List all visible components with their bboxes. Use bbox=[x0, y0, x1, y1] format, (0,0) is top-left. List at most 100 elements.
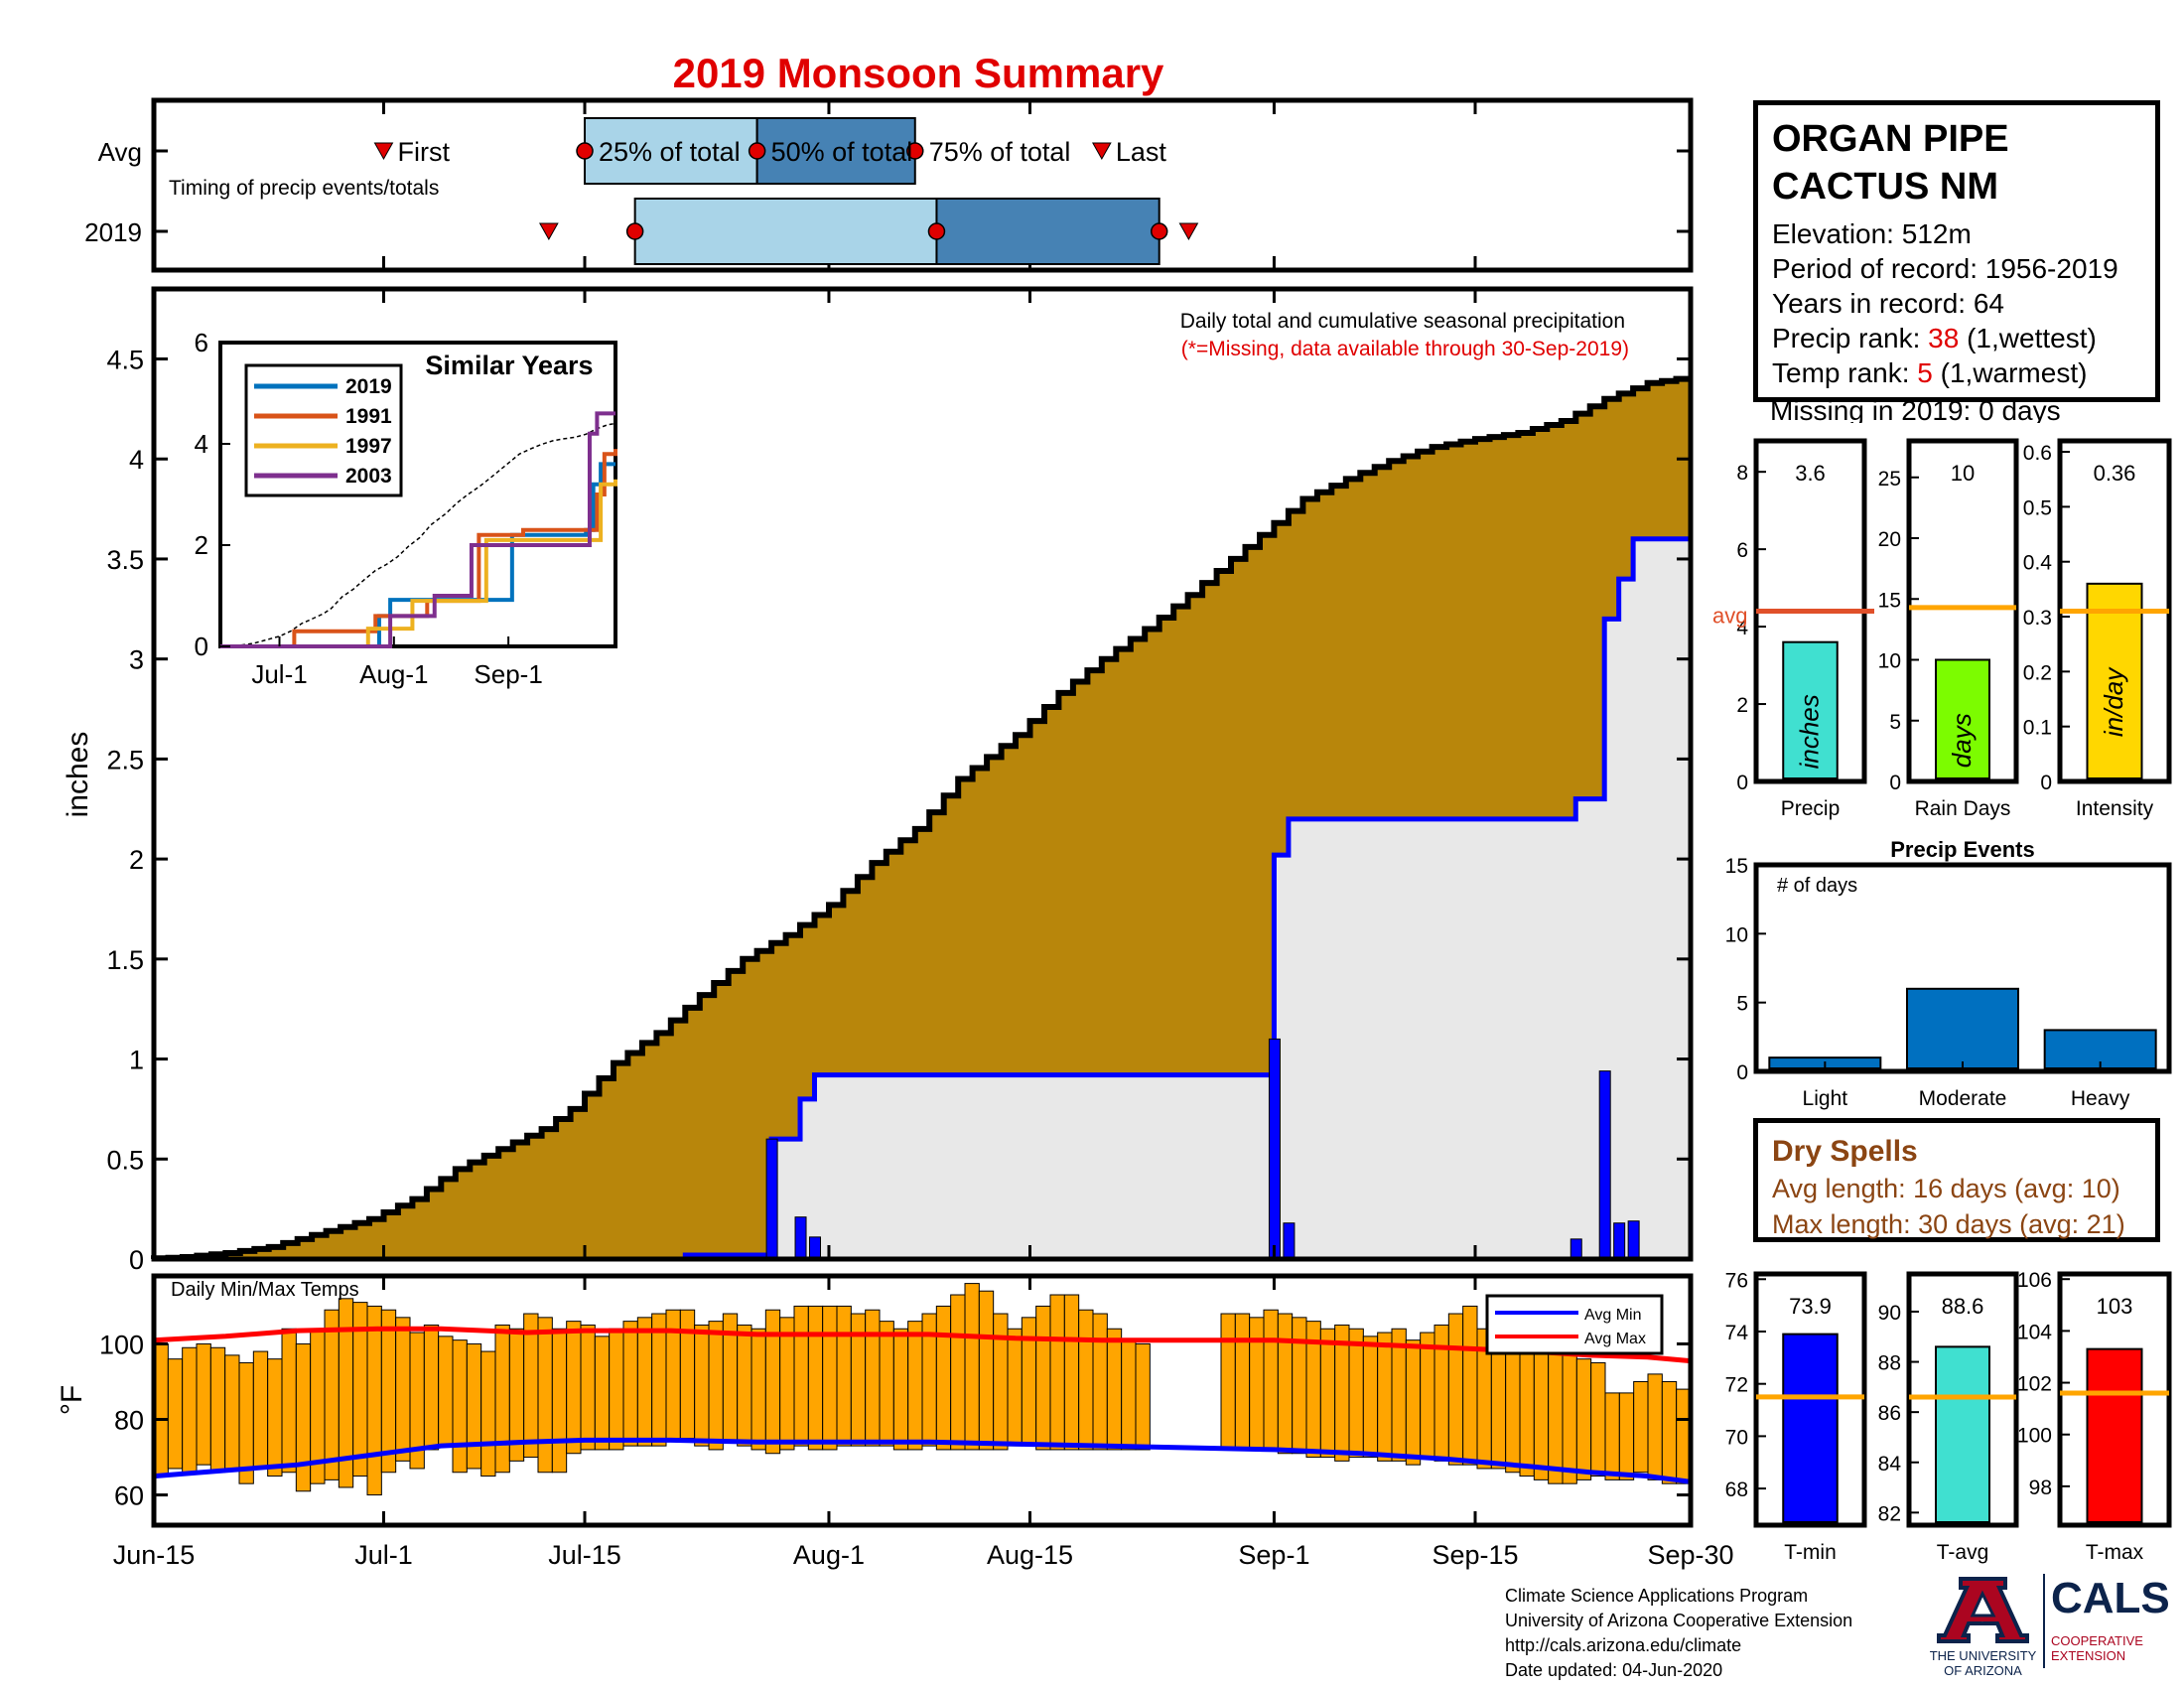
stat-ytick-label: 0.4 bbox=[2023, 552, 2053, 575]
cals-logo: CALS COOPERATIVE EXTENSION bbox=[2043, 1574, 2170, 1673]
timing-avg-50-marker bbox=[748, 142, 766, 160]
main-ylabel: inches bbox=[62, 732, 94, 818]
temp-bar bbox=[622, 1321, 638, 1447]
precip-rank-prefix: Precip rank: bbox=[1772, 323, 1929, 353]
dry-spells-box: Dry Spells Avg length: 16 days (avg: 10)… bbox=[1753, 1118, 2160, 1242]
temp-bar bbox=[950, 1294, 966, 1451]
stat-ytick-label: 0.6 bbox=[2023, 442, 2052, 465]
stat-ytick-label: 76 bbox=[1725, 1269, 1748, 1292]
stat-ytick-label: 68 bbox=[1725, 1478, 1748, 1501]
events-ytick-label: 0 bbox=[1736, 1061, 1748, 1084]
temp-bar bbox=[209, 1346, 226, 1474]
events-ytick-label: 5 bbox=[1736, 993, 1748, 1016]
timing-avg-first-marker bbox=[373, 142, 394, 161]
temp-rank-prefix: Temp rank: bbox=[1772, 357, 1918, 388]
daily-precip-bar bbox=[1627, 1220, 1640, 1260]
station-name: ORGAN PIPE CACTUS NM bbox=[1772, 115, 2141, 211]
temp-bar bbox=[993, 1313, 1009, 1451]
stat-ytick-label: 5 bbox=[1889, 711, 1901, 734]
stat-ytick-label: 0 bbox=[2040, 772, 2052, 794]
period-of-record: Period of record: 1956-2019 bbox=[1772, 253, 2118, 284]
main-ytick-label: 0 bbox=[129, 1245, 144, 1275]
temp-bar bbox=[1249, 1317, 1265, 1451]
inset-xtick-label: Aug-1 bbox=[359, 659, 428, 689]
timing-label-last: Last bbox=[1116, 137, 1167, 167]
main-ytick-label: 2 bbox=[129, 845, 144, 875]
stat-value-label: 3.6 bbox=[1795, 461, 1826, 486]
xtick-label: Aug-15 bbox=[987, 1540, 1073, 1570]
credits-line1: Climate Science Applications Program bbox=[1505, 1586, 1809, 1606]
temp-bar bbox=[423, 1324, 440, 1451]
credits-line4: Date updated: 04-Jun-2020 bbox=[1505, 1660, 1723, 1680]
temp-bar bbox=[1078, 1309, 1094, 1451]
events-bar-moderate bbox=[1906, 987, 2019, 1069]
stat-ytick-label: 10 bbox=[1878, 650, 1901, 673]
temp-bar bbox=[1234, 1313, 1251, 1451]
station-name-line2: CACTUS NM bbox=[1772, 166, 1998, 208]
temp-bar bbox=[523, 1313, 539, 1459]
timing-label-50: 50% of total bbox=[771, 137, 913, 167]
timing-2019-25-marker bbox=[625, 222, 644, 240]
stat-bar-unit-label: inches bbox=[1795, 694, 1825, 769]
timing-avg-25-marker bbox=[576, 142, 594, 160]
daily-precip-bar bbox=[1283, 1222, 1296, 1260]
stat-ytick-label: 86 bbox=[1878, 1402, 1901, 1425]
stat-xlabel: Intensity bbox=[2076, 797, 2154, 820]
inset-series-line-2019 bbox=[220, 462, 615, 648]
stat-ytick-label: 20 bbox=[1878, 528, 1901, 551]
stat-bar-unit-label: days bbox=[1947, 713, 1977, 768]
temp-bar bbox=[1405, 1339, 1422, 1466]
temp-bar bbox=[324, 1309, 340, 1480]
temp-ylabel: °F bbox=[56, 1385, 88, 1415]
inset-ytick-label: 6 bbox=[195, 328, 208, 357]
main-ytick-label: 3.5 bbox=[106, 545, 144, 575]
stat-ytick-label: 104 bbox=[2017, 1321, 2052, 1343]
events-ytick-label: 10 bbox=[1725, 923, 1748, 946]
daily-precip-bar bbox=[765, 1138, 778, 1260]
temp-bar bbox=[1319, 1328, 1336, 1459]
stat-ytick-label: 2 bbox=[1736, 694, 1748, 717]
temp-bar bbox=[395, 1317, 411, 1462]
timing-avg-box-50-75 bbox=[755, 117, 916, 185]
temp-bar bbox=[1604, 1392, 1620, 1480]
temp-ytick-label: 100 bbox=[99, 1330, 144, 1359]
stat-ytick-label: 25 bbox=[1878, 468, 1901, 491]
stat-ytick-label: 102 bbox=[2017, 1373, 2052, 1396]
temp-bar bbox=[1135, 1342, 1151, 1451]
daily-precip-bar bbox=[808, 1236, 821, 1260]
temp-rank-value: 5 bbox=[1917, 357, 1933, 388]
temp-bar bbox=[1661, 1380, 1678, 1484]
timing-label-75: 75% of total bbox=[929, 137, 1071, 167]
temp-bar bbox=[551, 1328, 568, 1474]
stat-ytick-label: 4 bbox=[1736, 617, 1748, 639]
avg-min-line bbox=[153, 1437, 1692, 1484]
daily-precip-bar bbox=[1598, 1070, 1611, 1260]
precip-events-panel: Light Moderate Heavy 0 5 10 15 Precip Events # o… bbox=[1725, 837, 2172, 1110]
inset-legend-label-1991: 1991 bbox=[345, 405, 392, 428]
temp-bar bbox=[836, 1305, 852, 1447]
legend-avg-max-label: Avg Max bbox=[1584, 1331, 1646, 1347]
inset-series-line-2003 bbox=[220, 411, 615, 648]
temp-bar bbox=[1447, 1313, 1464, 1466]
temp-bar bbox=[737, 1324, 752, 1447]
ua-logo-text1: THE UNIVERSITY bbox=[1929, 1648, 2037, 1663]
xtick-label: Sep-1 bbox=[1238, 1540, 1309, 1570]
timing-2019-50-marker bbox=[927, 222, 946, 240]
temp-bar bbox=[1505, 1339, 1521, 1474]
main-ytick-label: 4 bbox=[129, 445, 144, 475]
temp-bar bbox=[480, 1350, 496, 1477]
main-ytick-label: 1.5 bbox=[106, 945, 144, 975]
events-title: Precip Events bbox=[1890, 837, 2035, 862]
temp-bar bbox=[182, 1346, 198, 1474]
temp-bar bbox=[580, 1324, 596, 1451]
inset-avg-line bbox=[219, 422, 616, 647]
timing-2019-box-25-50 bbox=[633, 198, 938, 265]
temp-legend-box bbox=[1485, 1294, 1664, 1355]
events-ylabel: # of days bbox=[1777, 875, 1857, 897]
events-ytick-label: 15 bbox=[1725, 855, 1748, 878]
cals-sub2: EXTENSION bbox=[2051, 1648, 2126, 1663]
stat-value-label: 73.9 bbox=[1789, 1294, 1832, 1319]
ua-logo-letter: A bbox=[1982, 1620, 1983, 1623]
temp-bar bbox=[1519, 1336, 1535, 1477]
temp-bar bbox=[1007, 1328, 1023, 1447]
